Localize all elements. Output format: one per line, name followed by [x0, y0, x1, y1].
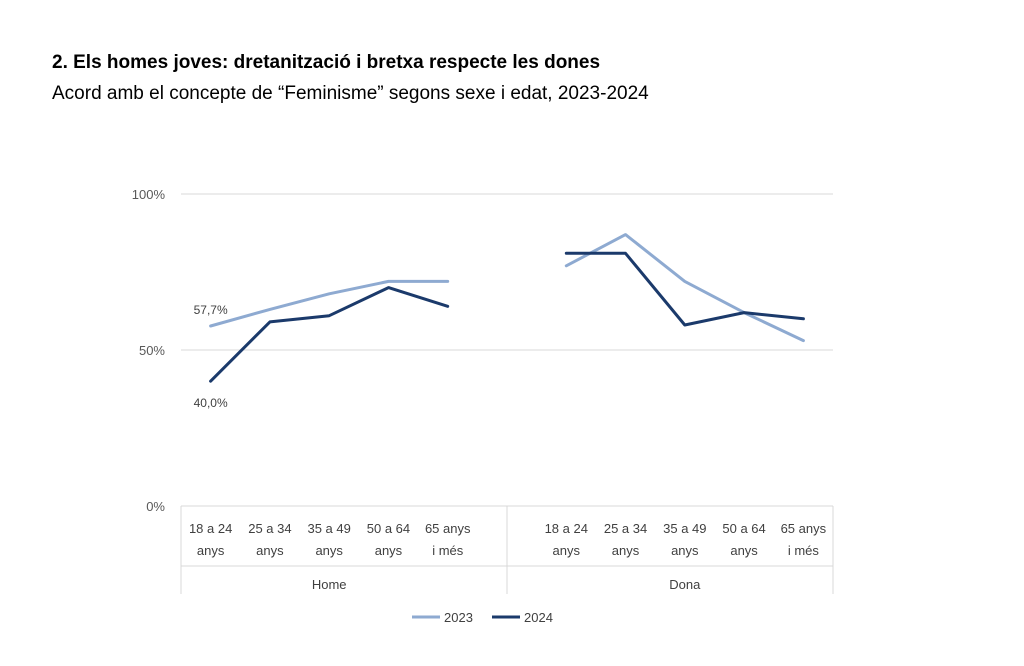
x-tick-label: 18 a 24 anys	[545, 521, 588, 558]
y-axis: 100% 50% 0%	[132, 187, 166, 514]
legend: 2023 2024	[412, 610, 553, 625]
series-line-2023-Dona	[564, 233, 805, 343]
y-tick-label: 0%	[146, 499, 165, 514]
grid-lines	[181, 193, 833, 507]
data-label: 57,7%	[194, 303, 228, 317]
x-tick-label: 50 a 64 anys	[367, 521, 410, 558]
x-axis: 18 a 24 anys 25 a 34 anys 35 a 49 anys 50 a 64…	[180, 506, 834, 594]
series-line-2023-Home	[209, 279, 450, 328]
data-labels: 57,7% 40,0%	[194, 303, 228, 410]
group-label: Home	[312, 577, 347, 592]
x-tick-label: 25 a 34 anys	[248, 521, 291, 558]
legend-label: 2024	[524, 610, 553, 625]
group-label: Dona	[669, 577, 701, 592]
y-tick-label: 100%	[132, 187, 166, 202]
x-tick-label: 25 a 34 anys	[604, 521, 647, 558]
series-line-2024-Dona	[564, 251, 805, 327]
x-tick-label: 35 a 49 anys	[307, 521, 350, 558]
x-tick-label: 35 a 49 anys	[663, 521, 706, 558]
data-label: 40,0%	[194, 396, 228, 410]
y-tick-label: 50%	[139, 343, 165, 358]
x-tick-label: 18 a 24 anys	[189, 521, 232, 558]
series-line-2024-Home	[209, 286, 450, 383]
x-tick-label: 65 anys i més	[425, 521, 471, 558]
chart-subtitle: Acord amb el concepte de “Feminisme” seg…	[52, 83, 649, 104]
series-lines	[209, 233, 805, 383]
chart-title: 2. Els homes joves: dretanització i bret…	[52, 52, 601, 73]
legend-label: 2023	[444, 610, 473, 625]
x-tick-label: 50 a 64 anys	[722, 521, 765, 558]
x-tick-label: 65 anys i més	[781, 521, 827, 558]
